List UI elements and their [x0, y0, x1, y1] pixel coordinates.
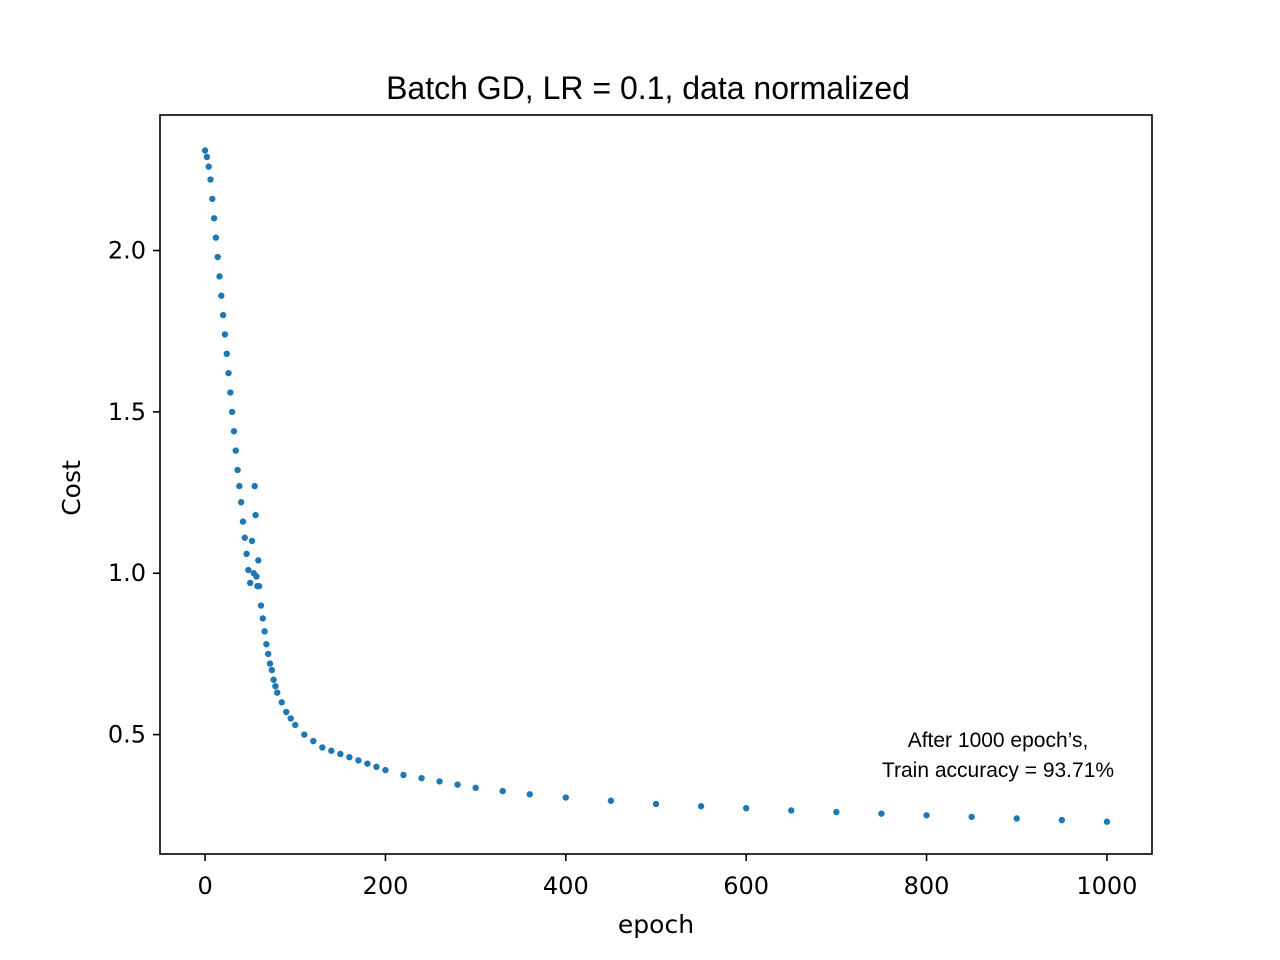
data-point	[270, 676, 277, 683]
data-point	[436, 778, 443, 785]
data-point	[283, 708, 290, 716]
data-point	[833, 808, 840, 816]
data-point	[246, 579, 254, 587]
data-point	[355, 757, 362, 764]
plot-frame	[159, 114, 1153, 855]
data-point	[225, 369, 232, 377]
data-point	[221, 331, 229, 338]
data-point	[223, 350, 230, 357]
data-point	[499, 787, 506, 795]
data-point	[251, 482, 258, 490]
data-point	[1103, 818, 1111, 825]
y-tick-label: 2.0	[108, 237, 146, 265]
data-point	[259, 615, 267, 622]
x-tick-label: 600	[723, 872, 769, 900]
data-point	[319, 744, 326, 751]
data-point	[210, 215, 218, 222]
data-point	[253, 573, 260, 580]
annotation-line-1: After 1000 epoch’s,	[908, 729, 1089, 752]
x-axis-ticks: 0 200 400 600 800 1000	[197, 854, 1137, 900]
x-axis-label: epoch	[618, 910, 694, 939]
data-point	[207, 176, 214, 183]
data-point	[228, 408, 236, 416]
data-point	[219, 311, 227, 319]
data-point	[232, 447, 239, 454]
data-point	[265, 650, 272, 658]
data-point	[214, 253, 221, 261]
data-point	[239, 518, 247, 525]
data-point	[272, 682, 279, 690]
data-point	[287, 715, 294, 722]
data-point	[607, 797, 615, 804]
data-point	[454, 781, 461, 788]
data-point	[337, 750, 344, 758]
data-point	[256, 582, 263, 590]
data-point	[241, 534, 248, 541]
data-point	[237, 499, 245, 506]
data-point	[255, 557, 262, 564]
data-point	[218, 292, 225, 299]
data-point	[382, 766, 389, 774]
data-point	[257, 602, 265, 609]
y-tick-label: 1.0	[108, 559, 146, 587]
x-tick-label: 400	[543, 872, 589, 900]
data-point	[328, 747, 335, 754]
data-point	[266, 660, 274, 667]
data-point	[252, 511, 259, 519]
data-point	[201, 147, 209, 154]
data-point	[203, 153, 211, 161]
data-point	[878, 810, 885, 817]
data-point	[652, 800, 660, 808]
data-point	[346, 753, 353, 761]
data-point	[236, 482, 243, 490]
annotation-line-2: Train accuracy = 93.71%	[882, 759, 1114, 782]
data-point	[216, 273, 223, 280]
data-point	[292, 721, 299, 729]
data-point	[1013, 815, 1020, 822]
data-point	[274, 689, 281, 696]
x-tick-label: 0	[197, 872, 212, 900]
data-point	[697, 803, 705, 810]
data-point	[418, 774, 425, 782]
data-point	[278, 699, 285, 706]
y-tick-label: 0.5	[108, 721, 146, 749]
data-point	[562, 794, 570, 801]
data-point	[310, 737, 317, 745]
data-point	[268, 666, 276, 674]
data-point	[526, 791, 533, 798]
data-point	[923, 812, 930, 819]
chart-title: Batch GD, LR = 0.1, data normalized	[386, 70, 910, 106]
data-point	[1058, 816, 1066, 824]
y-axis-ticks: 0.5 1.0 1.5 2.0	[108, 237, 160, 749]
data-point	[230, 428, 238, 435]
data-point	[742, 804, 750, 812]
data-point	[212, 234, 220, 241]
data-point	[400, 771, 407, 779]
data-point	[209, 195, 216, 203]
data-point	[364, 760, 371, 767]
data-point	[245, 566, 252, 574]
x-tick-label: 1000	[1076, 872, 1137, 900]
data-point	[248, 537, 256, 545]
x-tick-label: 800	[904, 872, 950, 900]
data-point	[472, 784, 479, 792]
x-tick-label: 200	[363, 872, 409, 900]
data-point	[243, 550, 250, 558]
data-point	[788, 807, 795, 814]
data-point	[234, 466, 241, 474]
data-point	[373, 763, 380, 771]
scatter-points	[201, 147, 1111, 825]
data-point	[263, 641, 270, 648]
data-point	[261, 628, 268, 635]
y-tick-label: 1.5	[108, 398, 146, 426]
data-point	[227, 389, 234, 396]
y-axis-label: Cost	[57, 460, 86, 516]
data-point	[968, 813, 975, 821]
data-point	[205, 163, 212, 170]
data-point	[301, 731, 308, 738]
